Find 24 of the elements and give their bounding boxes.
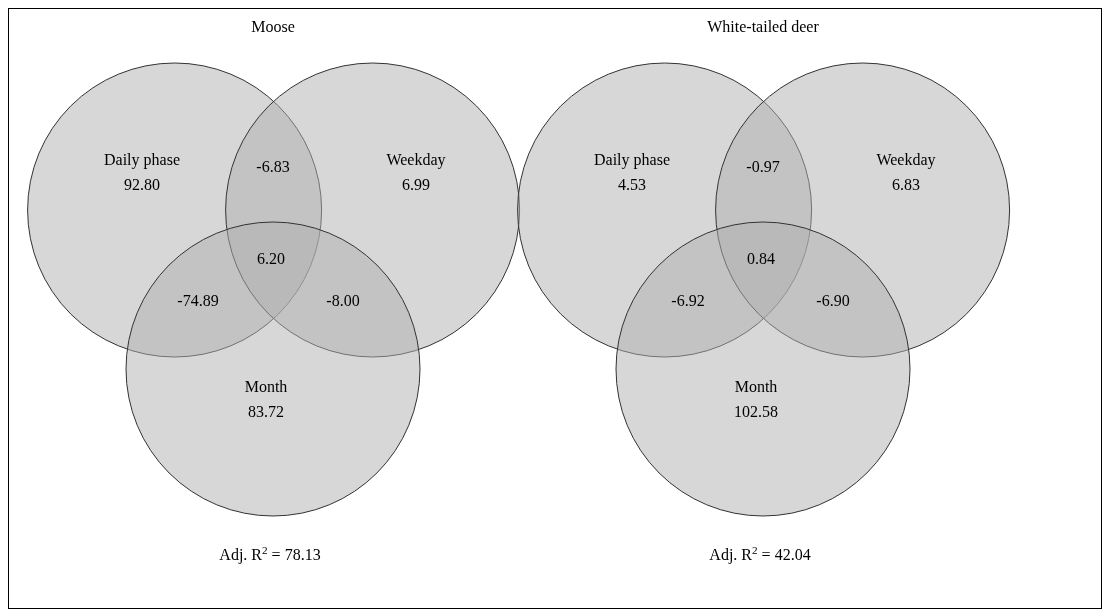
text: 0.84 [747, 250, 775, 267]
data-label: 92.80 [124, 176, 160, 193]
text: -6.90 [816, 292, 850, 309]
category-label: Daily phase [594, 151, 670, 169]
data-label: 83.72 [248, 403, 284, 420]
text: -8.00 [326, 292, 360, 309]
category-label: Daily phase [104, 151, 180, 169]
text: Adj. R$^{2}$ = 42.04 [709, 544, 811, 564]
category-label: Weekday [386, 151, 446, 169]
category-label: Weekday [876, 151, 936, 169]
text: Adj. R$^{2}$ = 78.13 [219, 544, 321, 564]
text: -6.92 [671, 292, 705, 309]
data-label: 102.58 [734, 403, 778, 420]
text: -74.89 [177, 292, 219, 309]
text: -6.83 [256, 158, 290, 175]
category-label: Month [734, 378, 778, 395]
text: -0.97 [746, 158, 780, 175]
text: White-tailed deer [707, 18, 820, 35]
data-label: 4.53 [618, 176, 646, 193]
text: Moose [251, 18, 295, 35]
data-label: 6.99 [402, 176, 430, 193]
category-label: Month [244, 378, 288, 395]
text: 6.20 [257, 250, 285, 267]
data-label: 6.83 [892, 176, 920, 193]
